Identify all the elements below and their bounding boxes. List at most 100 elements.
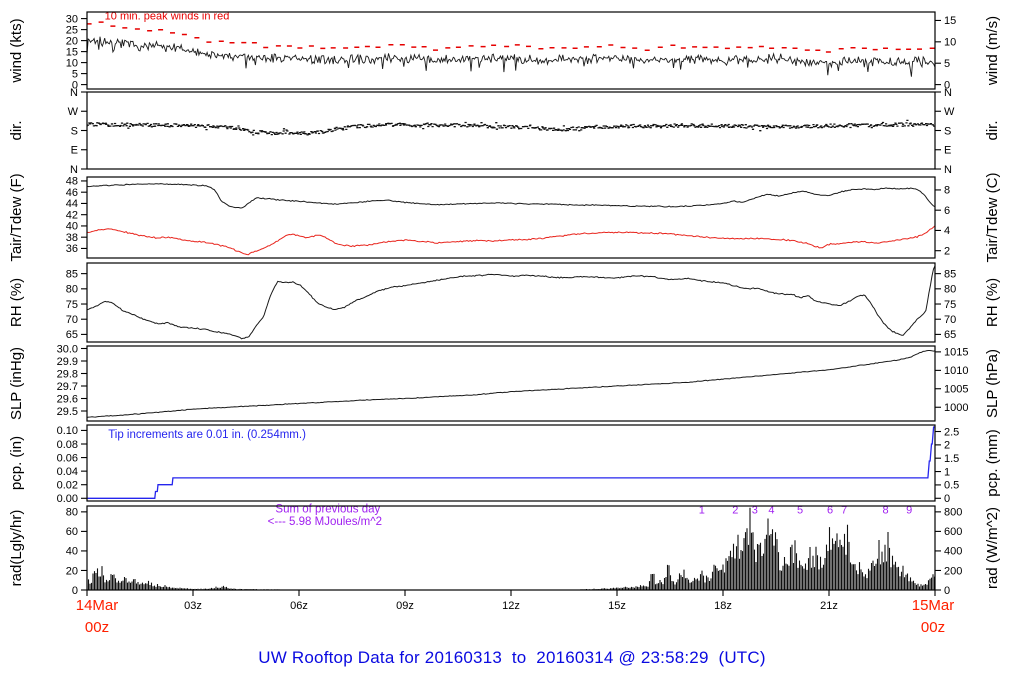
right-tick-label: 70 <box>944 314 956 326</box>
right-tick-label: 2 <box>944 440 950 452</box>
right-tick-label: 4 <box>944 225 950 237</box>
annotation-wind: 10 min. peak winds in red <box>105 10 230 22</box>
left-axis-title-wind: wind (kts) <box>8 18 25 83</box>
right-axis-title-slp: SLP (hPa) <box>984 349 1001 418</box>
annotation-rad: 2 <box>732 504 738 516</box>
right-axis-title-pcp: pcp. (mm) <box>984 429 1001 497</box>
left-axis-title-temp: Tair/Tdew (F) <box>8 173 25 261</box>
right-tick-label: 2.5 <box>944 426 959 438</box>
left-axis-title-pcp: pcp. (in) <box>8 436 25 490</box>
right-axis-title-rad: rad (W/m^2) <box>984 507 1001 589</box>
annotation-rad: Sum of previous day <box>275 503 380 515</box>
series-sea-level-pressure <box>87 350 935 418</box>
right-axis-title-temp: Tair/Tdew (C) <box>984 172 1001 262</box>
annotation-pcp: Tip increments are 0.01 in. (0.254mm.) <box>108 429 306 441</box>
panel-border <box>86 176 936 259</box>
left-tick-label: 46 <box>66 187 78 199</box>
series-peak-wind <box>87 21 935 53</box>
right-tick-label: 0 <box>944 493 950 505</box>
x-tick-label: 06z <box>290 600 308 612</box>
start-date-hour-label: 00z <box>85 619 109 636</box>
right-tick-label: 1.5 <box>944 453 959 465</box>
left-axis-title-slp: SLP (inHg) <box>8 347 25 420</box>
right-tick-label: 15 <box>944 15 956 27</box>
right-tick-label: 8 <box>944 185 950 197</box>
left-tick-label: N <box>70 87 78 99</box>
annotation-rad: 7 <box>841 504 847 516</box>
right-axis-title-rh: RH (%) <box>984 278 1001 327</box>
left-tick-label: 5 <box>72 68 78 80</box>
left-tick-label: 70 <box>66 314 78 326</box>
x-tick-label: 15z <box>608 600 626 612</box>
left-tick-label: 60 <box>66 526 78 538</box>
left-tick-label: 80 <box>66 507 78 519</box>
left-tick-label: 0.10 <box>57 425 78 437</box>
left-tick-label: 38 <box>66 232 78 244</box>
right-tick-label: 10 <box>944 37 956 49</box>
left-tick-label: 29.9 <box>57 356 78 368</box>
left-tick-label: 29.6 <box>57 393 78 405</box>
left-tick-label: 40 <box>66 221 78 233</box>
left-tick-label: W <box>68 106 79 118</box>
plot-title: UW Rooftop Data for 20160313 to 20160314… <box>258 648 766 667</box>
right-tick-label: 200 <box>944 565 962 577</box>
series-solar-radiation <box>87 507 935 590</box>
left-tick-label: 0.08 <box>57 439 78 451</box>
annotation-rad: 6 <box>827 504 833 516</box>
right-tick-label: 85 <box>944 268 956 280</box>
annotation-rad: 8 <box>882 504 888 516</box>
end-date-label: 15Mar <box>912 597 955 614</box>
series-wind-direction <box>87 119 935 136</box>
panel-series-group <box>87 507 935 590</box>
right-tick-label: 1000 <box>944 402 968 414</box>
right-tick-label: 1 <box>944 466 950 478</box>
left-axis-title-rh: RH (%) <box>8 278 25 327</box>
panel-border <box>86 11 936 90</box>
left-tick-label: S <box>71 125 78 137</box>
right-tick-label: E <box>944 145 951 157</box>
right-axis-title-dir: dir. <box>984 120 1001 140</box>
panel-rad: Sum of previous day<--- 5.98 MJoules/m^2… <box>8 503 1001 596</box>
end-date-hour-label: 00z <box>921 619 945 636</box>
left-axis-title-rad: rad(Lgly/hr) <box>8 510 25 587</box>
weather-figure: 10 min. peak winds in red051015202530051… <box>8 10 1001 636</box>
left-tick-label: 0 <box>72 585 78 597</box>
right-tick-label: N <box>944 164 952 176</box>
left-tick-label: 80 <box>66 284 78 296</box>
panel-series-group <box>87 119 935 136</box>
left-tick-label: 0 <box>72 79 78 91</box>
left-tick-label: 0.00 <box>57 493 78 505</box>
annotation-rad: <--- 5.98 MJoules/m^2 <box>268 516 382 528</box>
x-tick-label: 21z <box>820 600 838 612</box>
left-tick-label: E <box>71 145 78 157</box>
left-tick-label: 15 <box>66 46 78 58</box>
left-tick-label: 25 <box>66 24 78 36</box>
left-tick-label: 29.8 <box>57 368 78 380</box>
right-tick-label: 1005 <box>944 384 968 396</box>
left-tick-label: 42 <box>66 209 78 221</box>
right-tick-label: 65 <box>944 329 956 341</box>
left-axis-title-dir: dir. <box>8 120 25 140</box>
right-tick-label: 400 <box>944 546 962 558</box>
panel-rh: 65 70 75 80 85 65 70 75 80 85 RH (%) RH (%) <box>8 262 1001 343</box>
annotation-rad: 5 <box>797 504 803 516</box>
panel-wind: 10 min. peak winds in red051015202530051… <box>8 10 1001 91</box>
right-tick-label: 2 <box>944 245 950 257</box>
series-dewpoint-temperature <box>87 225 935 256</box>
right-tick-label: 6 <box>944 205 950 217</box>
left-tick-label: 0.06 <box>57 452 78 464</box>
right-tick-label: N <box>944 87 952 99</box>
x-axis: 03z 06z 09z 12z 15z 18z 21z 14Mar 00z 15Mar 00z <box>76 590 955 636</box>
left-tick-label: 75 <box>66 299 78 311</box>
left-tick-label: 36 <box>66 243 78 255</box>
left-tick-label: 20 <box>66 565 78 577</box>
series-air-temperature <box>87 183 935 209</box>
left-tick-label: 85 <box>66 268 78 280</box>
series-wind-speed <box>87 36 935 77</box>
panel-border <box>86 262 936 343</box>
panel-border <box>86 424 936 502</box>
left-tick-label: 10 <box>66 57 78 69</box>
x-tick-label: 03z <box>184 600 202 612</box>
x-tick-label: 18z <box>714 600 732 612</box>
